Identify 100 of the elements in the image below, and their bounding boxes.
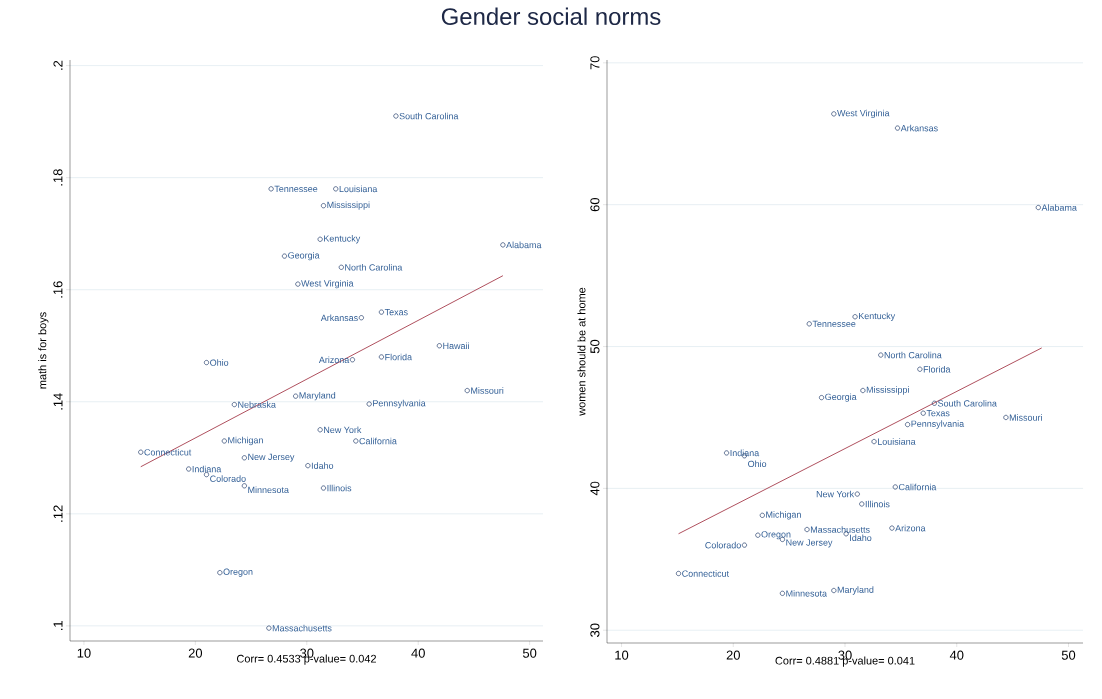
annotation: New York bbox=[324, 426, 362, 434]
point bbox=[338, 264, 344, 270]
y-tick-label: .18 bbox=[53, 169, 63, 186]
annotation: Indiana bbox=[192, 465, 222, 473]
point bbox=[831, 587, 837, 594]
annotation: Illinois bbox=[865, 500, 890, 508]
annotation: Minnesota bbox=[786, 590, 827, 597]
point bbox=[905, 422, 911, 428]
annotation: Pennsylvania bbox=[373, 399, 426, 409]
annotation: Louisiana bbox=[878, 438, 916, 445]
point bbox=[305, 463, 311, 469]
point bbox=[755, 532, 761, 538]
point bbox=[138, 449, 144, 455]
point bbox=[221, 438, 227, 444]
point bbox=[203, 359, 210, 366]
point bbox=[378, 309, 384, 315]
annotation: Oregon bbox=[761, 531, 791, 540]
y-tick-label: 50 bbox=[590, 339, 600, 354]
annotation: Colorado bbox=[210, 475, 246, 482]
y-tick-label: 60 bbox=[590, 197, 600, 212]
annotation: Louisiana bbox=[339, 185, 378, 193]
annotation: Kentucky bbox=[859, 312, 896, 321]
annotation: Michigan bbox=[766, 511, 801, 520]
point bbox=[878, 352, 884, 358]
annotation: Mississippi bbox=[327, 201, 370, 210]
annotation: Tennessee bbox=[274, 185, 318, 192]
y-tick-label: .14 bbox=[53, 393, 63, 410]
annotation: Massachusetts bbox=[272, 624, 332, 632]
annotation: Maryland bbox=[837, 586, 874, 595]
annotation: Arizona bbox=[895, 524, 926, 532]
point bbox=[241, 455, 247, 461]
point bbox=[320, 485, 327, 491]
x-tick-label: 20 bbox=[188, 648, 203, 658]
x-tick-label: 20 bbox=[726, 650, 740, 660]
annotation: Arkansas bbox=[320, 314, 358, 322]
chart-title: Gender social norms bbox=[441, 7, 661, 26]
annotation: Illinois bbox=[327, 484, 352, 492]
annotation: Missouri bbox=[1009, 414, 1042, 421]
annotation: Texas bbox=[384, 308, 408, 316]
y-axis-title: women should be at home bbox=[577, 287, 586, 416]
point bbox=[353, 438, 359, 444]
y-tick-label: .1 bbox=[53, 621, 63, 631]
point bbox=[266, 625, 272, 631]
annotation: Ohio bbox=[210, 359, 229, 366]
point bbox=[1003, 414, 1009, 421]
annotation: Mississippi bbox=[866, 386, 909, 395]
point bbox=[759, 512, 765, 518]
annotation: New Jersey bbox=[248, 453, 295, 462]
point bbox=[920, 410, 926, 416]
point bbox=[854, 491, 860, 497]
annotation: Ohio bbox=[748, 460, 767, 468]
point bbox=[724, 450, 730, 456]
point bbox=[349, 357, 356, 363]
point bbox=[464, 388, 470, 394]
y-tick-label: .12 bbox=[53, 505, 63, 522]
x-tick-label: 50 bbox=[1061, 650, 1076, 660]
annotation: Arkansas bbox=[900, 124, 938, 132]
annotation: California bbox=[359, 437, 397, 445]
annotation: North Carolina bbox=[884, 351, 942, 359]
annotation: Idaho bbox=[311, 462, 334, 469]
annotation: West Virginia bbox=[301, 279, 354, 289]
y-tick-label: .16 bbox=[53, 281, 63, 298]
point bbox=[889, 525, 895, 531]
y-tick-label: 70 bbox=[590, 56, 600, 70]
point bbox=[1035, 204, 1041, 211]
annotation: West Virginia bbox=[837, 109, 890, 119]
point bbox=[268, 186, 274, 192]
annotation: Oregon bbox=[223, 568, 253, 577]
point bbox=[860, 387, 866, 394]
point bbox=[293, 393, 299, 399]
x-tick-label: 40 bbox=[411, 648, 425, 658]
annotation: Indiana bbox=[730, 449, 760, 457]
annotation: Pennsylvania bbox=[911, 420, 965, 429]
y-tick-label: 40 bbox=[590, 481, 600, 496]
annotation: Connecticut bbox=[682, 570, 729, 577]
y-axis-title: math is for boys bbox=[38, 312, 49, 389]
annotation: New Jersey bbox=[786, 539, 833, 548]
point bbox=[378, 354, 384, 360]
point bbox=[871, 439, 877, 445]
point bbox=[436, 343, 442, 349]
annotation: Alabama bbox=[1041, 204, 1077, 211]
point bbox=[741, 542, 747, 548]
point bbox=[917, 366, 923, 372]
annotation: Missouri bbox=[471, 387, 504, 394]
annotation: Minnesota bbox=[248, 486, 289, 494]
point bbox=[186, 466, 192, 472]
point bbox=[806, 321, 812, 327]
annotation: South Carolina bbox=[938, 399, 997, 407]
point bbox=[295, 281, 301, 287]
annotation: Alabama bbox=[506, 241, 542, 249]
annotation: Massachusetts bbox=[810, 526, 870, 533]
point bbox=[358, 315, 364, 321]
point bbox=[675, 570, 682, 577]
x-tick-label: 10 bbox=[77, 648, 91, 658]
y-tick-label: 30 bbox=[590, 623, 600, 637]
point bbox=[894, 125, 901, 131]
annotation: California bbox=[898, 483, 937, 491]
point bbox=[217, 570, 223, 576]
point bbox=[393, 113, 399, 119]
point bbox=[859, 501, 865, 507]
